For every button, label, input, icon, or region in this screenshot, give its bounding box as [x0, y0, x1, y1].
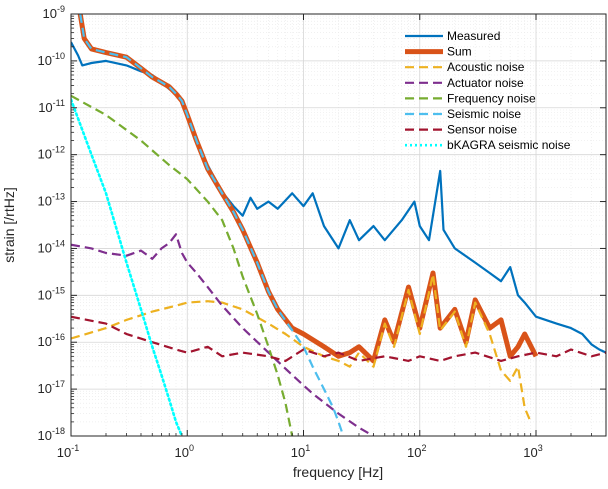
- x-tick-label: 10-1: [57, 443, 79, 460]
- y-tick-label: 10-9: [43, 4, 65, 21]
- x-tick-base: 10: [407, 445, 421, 460]
- x-tick-label: 100: [175, 443, 194, 460]
- y-tick-label: 10-14: [38, 238, 65, 255]
- y-tick-labels: 10-1810-1710-1610-1510-1410-1310-1210-11…: [38, 4, 65, 443]
- y-tick-exponent: -10: [52, 51, 65, 61]
- series-line-seismic-noise: [79, 14, 345, 436]
- tick-marks: [70, 13, 607, 437]
- y-tick-base: 10: [43, 6, 57, 21]
- y-tick-exponent: -11: [53, 98, 65, 108]
- y-tick-base: 10: [38, 334, 52, 349]
- y-tick-base: 10: [38, 147, 52, 162]
- y-tick-exponent: -17: [52, 379, 65, 389]
- legend-label-frequency-noise: Frequency noise: [447, 91, 536, 105]
- legend-label-measured: Measured: [447, 29, 500, 43]
- minor-grid: [71, 14, 607, 436]
- x-tick-label: 103: [523, 443, 542, 460]
- legend-label-actuator-noise: Actuator noise: [447, 76, 524, 90]
- y-tick-base: 10: [38, 194, 52, 209]
- x-tick-exponent: 0: [189, 443, 194, 453]
- series-line-frequency-noise: [71, 94, 294, 436]
- x-tick-base: 10: [57, 445, 71, 460]
- series-line-sensor-noise: [71, 315, 606, 362]
- y-tick-label: 10-15: [38, 285, 65, 302]
- legend-label-sensor-noise: Sensor noise: [447, 123, 517, 137]
- legend-label-seismic-noise: Seismic noise: [447, 107, 521, 121]
- y-axis-label: strain [/rtHz]: [1, 187, 17, 262]
- y-tick-label: 10-16: [38, 332, 65, 349]
- x-tick-base: 10: [523, 445, 537, 460]
- y-tick-base: 10: [38, 240, 52, 255]
- x-tick-base: 10: [291, 445, 305, 460]
- y-tick-label: 10-12: [38, 145, 65, 162]
- y-tick-label: 10-11: [38, 98, 65, 115]
- series-line-actuator-noise: [71, 233, 375, 436]
- y-tick-base: 10: [38, 381, 52, 396]
- series-layer: [71, 14, 606, 436]
- x-tick-exponent: -1: [71, 443, 79, 453]
- y-tick-exponent: -9: [57, 4, 65, 14]
- y-tick-exponent: -12: [52, 145, 65, 155]
- legend-label-bkagra-seismic-noise: bKAGRA seismic noise: [447, 138, 571, 152]
- series-line-bkagra-seismic-noise: [71, 98, 184, 436]
- y-tick-base: 10: [38, 428, 52, 443]
- y-tick-exponent: -15: [52, 285, 65, 295]
- y-tick-base: 10: [38, 100, 52, 115]
- y-tick-exponent: -16: [52, 332, 65, 342]
- x-tick-label: 102: [407, 443, 426, 460]
- x-tick-exponent: 1: [305, 443, 310, 453]
- x-axis-label: frequency [Hz]: [293, 464, 383, 480]
- y-tick-exponent: -18: [52, 426, 65, 436]
- y-tick-exponent: -13: [52, 192, 65, 202]
- x-tick-exponent: 2: [421, 443, 426, 453]
- y-tick-label: 10-13: [38, 192, 65, 209]
- y-tick-label: 10-17: [38, 379, 65, 396]
- x-tick-labels: 10-1 100 101 102 103: [57, 443, 543, 460]
- y-tick-label: 10-18: [38, 426, 65, 443]
- y-tick-base: 10: [38, 287, 52, 302]
- y-tick-label: 10-10: [38, 51, 65, 68]
- x-tick-base: 10: [175, 445, 189, 460]
- y-tick-exponent: -14: [52, 238, 65, 248]
- x-tick-label: 101: [291, 443, 310, 460]
- y-tick-base: 10: [38, 53, 52, 68]
- legend-label-acoustic-noise: Acoustic noise: [447, 60, 525, 74]
- legend-label-sum: Sum: [447, 45, 472, 59]
- x-tick-exponent: 3: [538, 443, 543, 453]
